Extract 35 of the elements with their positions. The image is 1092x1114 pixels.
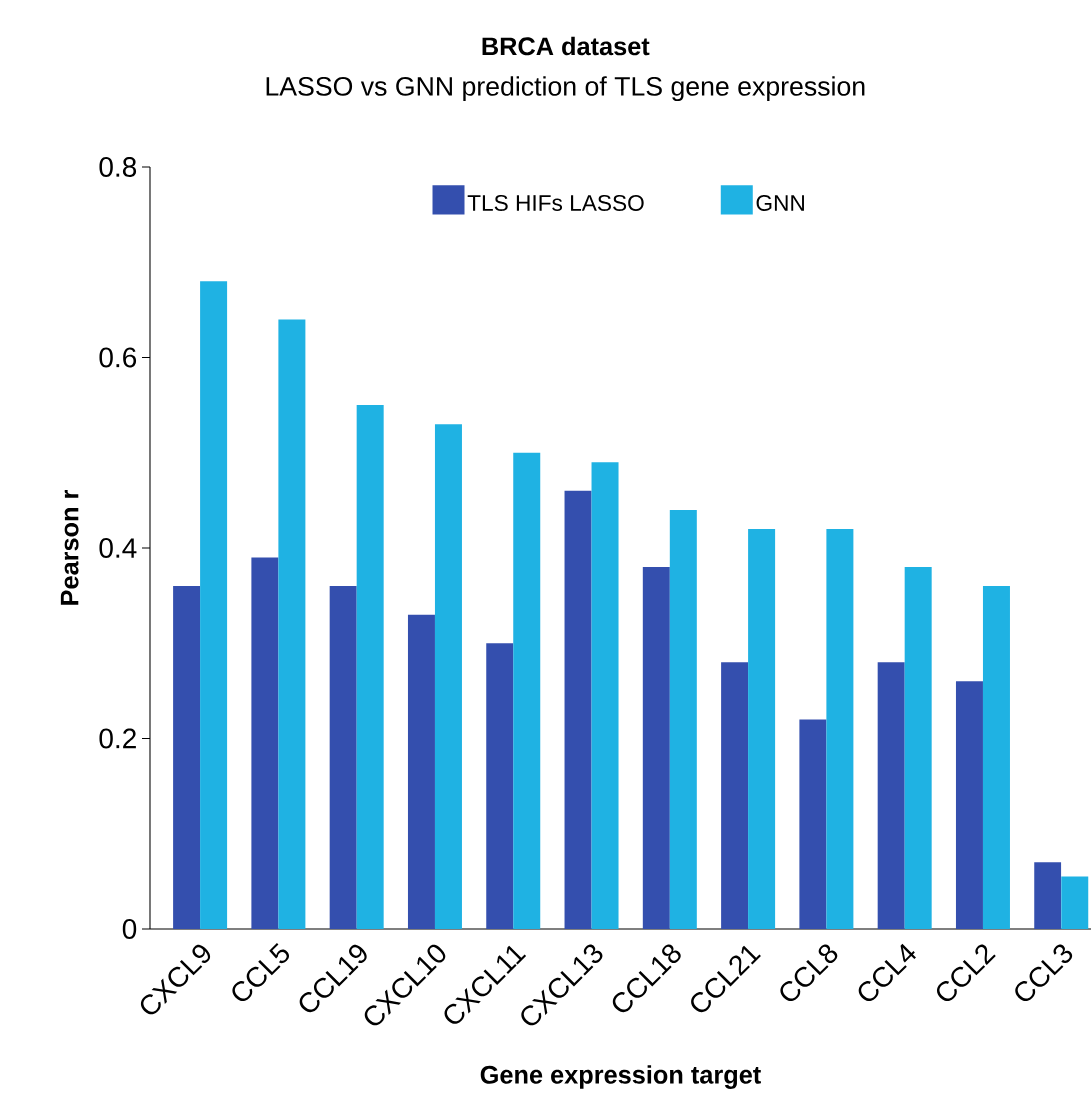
bar <box>956 681 984 929</box>
bar <box>670 509 698 929</box>
bar <box>826 528 854 929</box>
chart-subtitle: LASSO vs GNN prediction of TLS gene expression <box>266 76 865 102</box>
bar <box>356 405 384 929</box>
legend-label: TLS HIFs LASSO <box>467 194 644 211</box>
bar <box>1034 862 1062 929</box>
legend-label: GNN <box>756 194 805 211</box>
bar <box>278 319 306 929</box>
bar <box>486 643 514 929</box>
bar <box>877 662 905 929</box>
bar <box>643 567 671 929</box>
x-axis-title: Gene expression target <box>480 1065 762 1089</box>
y-tick-label: 0.2 <box>99 728 137 749</box>
bar <box>799 719 827 929</box>
bar <box>173 586 201 929</box>
bar <box>435 424 463 929</box>
bar <box>721 662 749 929</box>
y-tick-label: 0.8 <box>99 157 137 177</box>
bar <box>591 462 619 929</box>
bar <box>983 586 1011 929</box>
bar <box>513 452 541 929</box>
bar <box>200 281 228 929</box>
y-axis-title: Pearson r <box>61 489 79 605</box>
chart-title: BRCA dataset <box>482 36 650 56</box>
bar <box>748 528 776 929</box>
y-tick-label: 0.4 <box>99 538 137 558</box>
y-tick-label: 0.6 <box>99 347 137 368</box>
bar <box>904 567 932 929</box>
bar <box>564 490 592 929</box>
y-tick-label: 0 <box>123 919 137 939</box>
bar <box>408 614 436 929</box>
bar <box>251 557 279 929</box>
bar <box>329 586 357 929</box>
bar <box>1061 876 1089 929</box>
